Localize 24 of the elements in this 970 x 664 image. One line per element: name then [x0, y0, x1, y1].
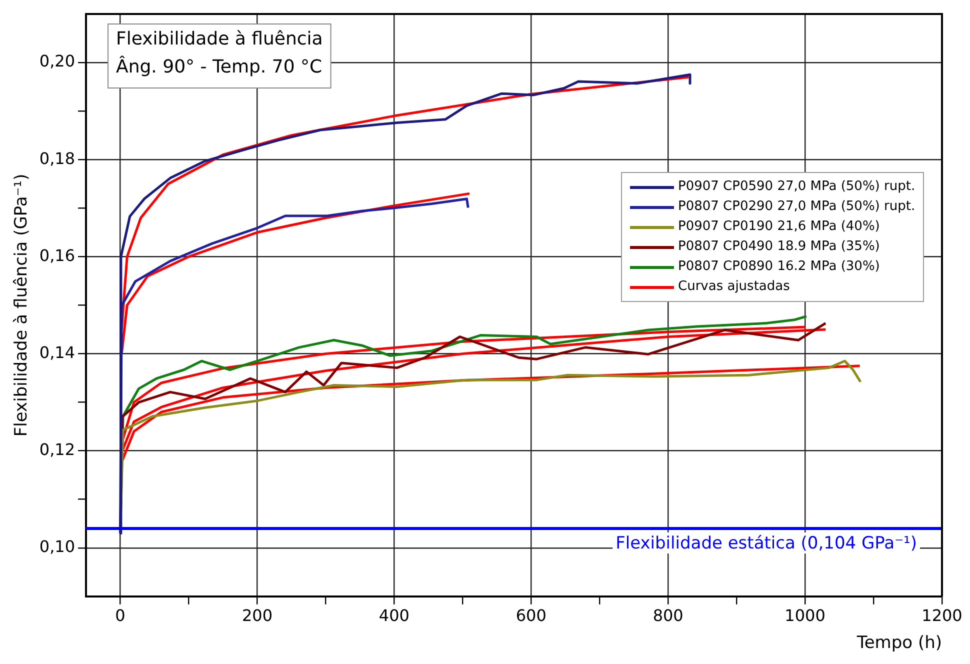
y-tick-label: 0,14 — [39, 342, 76, 362]
x-tick-label: 400 — [378, 606, 410, 626]
x-tick-label: 0 — [115, 606, 126, 626]
y-tick-label: 0,16 — [39, 246, 76, 265]
x-tick-label: 200 — [242, 606, 272, 626]
y-tick-label: 0,20 — [39, 52, 76, 71]
x-axis-title: Tempo (h) — [856, 633, 942, 654]
y-tick-label: 0,10 — [39, 537, 76, 556]
legend-label: P0807 CP0290 27,0 MPa (50%) rupt. — [678, 198, 916, 216]
x-tick-label: 600 — [516, 606, 546, 626]
legend-label: Curvas ajustadas — [678, 278, 790, 296]
y-axis-title: Flexibilidade à fluência (GPa⁻¹) — [12, 174, 32, 437]
legend-label: P0807 CP0490 18.9 MPa (35%) — [678, 238, 880, 256]
x-tick-label: 1200 — [922, 606, 962, 626]
legend-label: P0907 CP0190 21,6 MPa (40%) — [678, 218, 880, 236]
legend-label: P0907 CP0590 27,0 MPa (50%) rupt. — [678, 178, 916, 196]
text: Flexibilidade à fluência — [116, 28, 323, 50]
x-tick-label: 800 — [652, 606, 684, 626]
text: Âng. 90° - Temp. 70 °C — [116, 56, 322, 78]
y-tick-label: 0,12 — [39, 440, 76, 459]
x-tick-label: 1000 — [784, 606, 826, 626]
ref-line-label: Flexibilidade estática (0,104 GPa⁻¹) — [616, 533, 918, 554]
y-tick-label: 0,18 — [39, 148, 76, 168]
legend-label: P0807 CP0890 16.2 MPa (30%) — [678, 258, 880, 276]
